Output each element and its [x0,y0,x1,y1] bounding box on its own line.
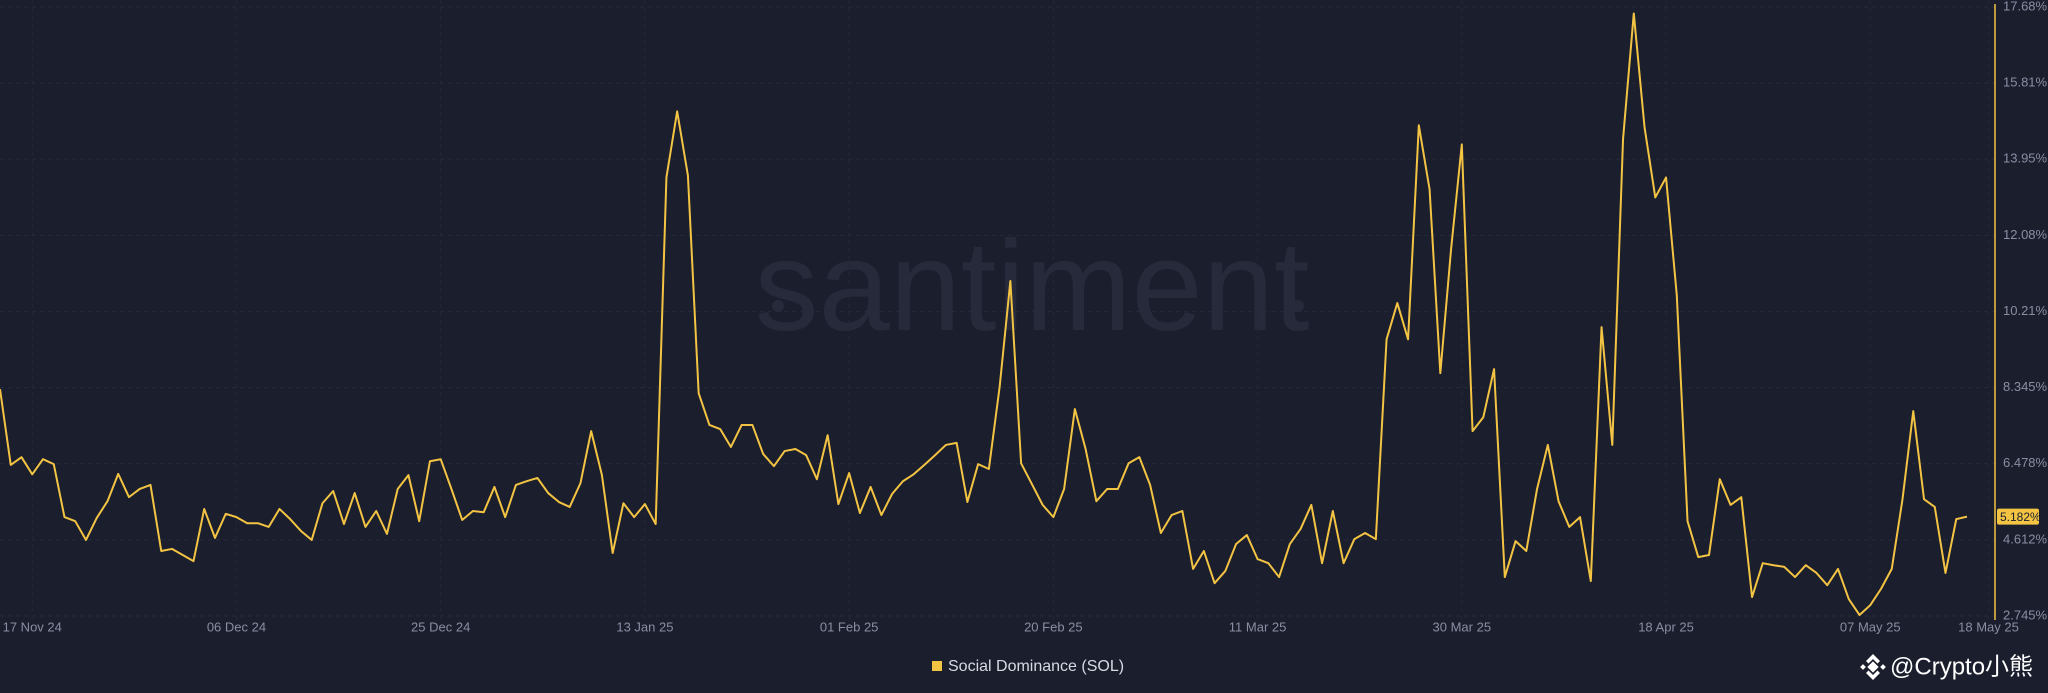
watermark-dot [1292,300,1304,312]
legend-label: Social Dominance (SOL) [948,658,1124,675]
legend-swatch [932,661,942,671]
last-value-badge [1997,508,2039,525]
y-tick-label: 6.478% [2003,455,2048,470]
x-tick-label: 18 May 25 [1958,619,2019,634]
x-tick-label: 18 Apr 25 [1638,619,1694,634]
attribution-text: @Crypto小熊 [1890,653,2033,680]
y-tick-label: 10.21% [2003,303,2048,318]
y-tick-label: 2.745% [2003,607,2048,622]
x-tick-label: 01 Feb 25 [820,619,879,634]
x-tick-label: 20 Feb 25 [1024,619,1083,634]
y-tick-label: 4.612% [2003,531,2048,546]
plot [0,12,1968,616]
legend: Social Dominance (SOL) [932,658,1124,675]
axes: 2.745% 4.612% 6.478% 8.345% 10.21% 12.08% 13.9… [3,0,2048,634]
watermark: santiment [755,215,1310,358]
y-tick-label: 17.68% [2003,0,2048,13]
y-tick-label: 13.95% [2003,151,2048,166]
series-line [0,12,1968,616]
attribution: @Crypto小熊 [1860,653,2033,680]
x-tick-label: 07 May 25 [1840,619,1901,634]
x-tick-label: 06 Dec 24 [207,619,266,634]
watermark-dot [772,300,784,312]
y-tick-label: 12.08% [2003,227,2048,242]
y-tick-label: 15.81% [2003,75,2048,90]
binance-icon [1860,654,1886,680]
x-tick-label: 25 Dec 24 [411,619,470,634]
watermark-text: santiment [755,215,1310,358]
y-tick-label: 8.345% [2003,379,2048,394]
x-tick-label: 13 Jan 25 [616,619,673,634]
x-tick-label: 11 Mar 25 [1229,619,1287,634]
x-tick-label: 30 Mar 25 [1433,619,1492,634]
last-value-label: 5.182% [2000,510,2041,524]
x-tick-label: 17 Nov 24 [3,619,62,634]
